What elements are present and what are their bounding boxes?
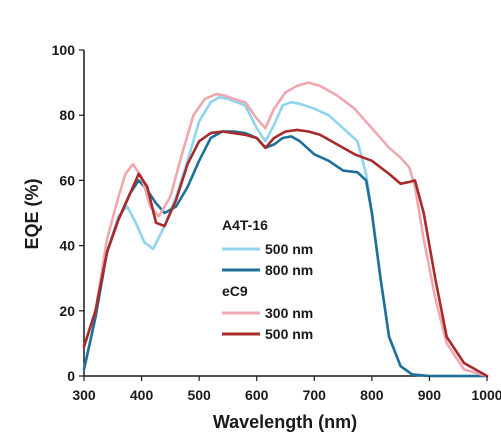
x-tick-label: 1000	[471, 387, 501, 403]
y-tick-label: 60	[59, 172, 75, 188]
x-tick-label: 500	[187, 387, 211, 403]
legend-label-a4t16-500nm: 500 nm	[265, 241, 313, 257]
y-tick-label: 80	[59, 107, 75, 123]
x-axis-title: Wavelength (nm)	[213, 412, 357, 432]
series-line-ec9-500nm	[82, 128, 489, 378]
y-tick-label: 40	[59, 238, 75, 254]
x-axis-ticks: 300 400 500 600 700 800 900 1000	[72, 376, 501, 403]
x-tick-label: 300	[72, 387, 96, 403]
x-tick-label: 700	[303, 387, 327, 403]
legend-group-heading-a4t16: A4T-16	[222, 217, 268, 233]
legend-group-heading-ec9: eC9	[222, 283, 248, 299]
y-tick-label: 0	[67, 368, 75, 384]
x-tick-label: 400	[130, 387, 154, 403]
legend: A4T-16 500 nm 800 nm eC9 300 nm 500 nm	[222, 217, 313, 342]
y-axis-ticks: 0 20 40 60 80 100	[52, 42, 84, 384]
legend-label-ec9-500nm: 500 nm	[265, 326, 313, 342]
series-layer	[82, 81, 489, 378]
x-tick-label: 900	[418, 387, 442, 403]
legend-label-a4t16-800nm: 800 nm	[265, 262, 313, 278]
y-tick-label: 20	[59, 303, 75, 319]
legend-label-ec9-300nm: 300 nm	[265, 305, 313, 321]
y-tick-label: 100	[52, 42, 76, 58]
x-tick-label: 800	[360, 387, 384, 403]
y-axis-title: EQE (%)	[22, 178, 42, 249]
x-tick-label: 600	[245, 387, 269, 403]
